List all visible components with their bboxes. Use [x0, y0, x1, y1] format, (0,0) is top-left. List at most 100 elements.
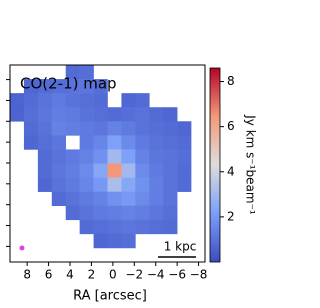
map-cell [23, 93, 39, 108]
map-cell [93, 205, 108, 221]
map-cell [149, 177, 164, 192]
map-cell [121, 191, 136, 207]
map-cell [79, 65, 94, 80]
map-cell [79, 135, 94, 150]
map-cell [65, 107, 80, 122]
map-cell [93, 177, 108, 192]
map-cell [107, 205, 122, 221]
map-cell [135, 149, 150, 164]
map-cell [37, 107, 53, 122]
map-cell [65, 93, 80, 108]
map-cell [163, 163, 178, 178]
map-cell [135, 135, 150, 150]
map-cell [93, 149, 108, 164]
map-cell [37, 135, 53, 150]
map-cell [23, 121, 39, 136]
map-cell [121, 219, 136, 235]
map-cell [107, 149, 122, 164]
x-tick-label: −4 [147, 268, 165, 282]
map-cell [51, 177, 67, 192]
map-cell [51, 121, 67, 136]
map-cell [135, 93, 150, 108]
map-cell [79, 121, 94, 136]
map-cell [37, 149, 53, 164]
map-cell [149, 107, 164, 122]
colorbar-tick-label: 4 [227, 164, 235, 178]
map-cell [135, 191, 150, 207]
map-cell [79, 149, 94, 164]
map-cell [37, 121, 53, 136]
map-cell [135, 163, 150, 178]
map-cell [65, 163, 80, 178]
map-cell [121, 233, 136, 249]
map-cell [121, 135, 136, 150]
map-cell [163, 205, 178, 221]
map-cell [51, 79, 67, 94]
map-cell [51, 135, 67, 150]
map-cell [135, 121, 150, 136]
map-cell [51, 163, 67, 178]
map-cell [121, 107, 136, 122]
map-cell [149, 149, 164, 164]
map-cell [149, 135, 164, 150]
x-tick-label: −8 [190, 268, 208, 282]
map-cell [79, 93, 94, 108]
x-tick-label: 6 [45, 268, 53, 282]
axes-frame [9, 64, 206, 263]
map-cell [93, 219, 108, 235]
map-cell [65, 79, 80, 94]
map-cell [93, 93, 108, 108]
map-cell [79, 205, 94, 221]
map-cell [37, 177, 53, 192]
map-cell [10, 93, 25, 108]
scale-bar-label: 1 kpc [164, 240, 197, 254]
map-cell [51, 93, 67, 108]
map-cell [107, 177, 122, 192]
map-cell [79, 163, 94, 178]
map-cell [23, 107, 39, 122]
map-cell [121, 121, 136, 136]
map-cell [163, 149, 178, 164]
map-cell [107, 191, 122, 207]
map-cell [149, 205, 164, 221]
map-cell [163, 107, 178, 122]
map-cell [65, 149, 80, 164]
map-cell [65, 65, 80, 80]
map-cell [23, 135, 39, 150]
beam [19, 245, 25, 251]
map-cell [51, 149, 67, 164]
map [10, 65, 192, 249]
colorbar-tick-label: 6 [227, 119, 235, 133]
map-cell [149, 121, 164, 136]
map-cell [37, 79, 53, 94]
map-cell [163, 135, 178, 150]
map-cell [51, 191, 67, 207]
map-cell [79, 177, 94, 192]
x-tick-label: 4 [66, 268, 74, 282]
map-cell [121, 149, 136, 164]
map-cell [163, 191, 178, 207]
map-cell [93, 233, 108, 249]
map-cell [65, 191, 80, 207]
map-cell [79, 107, 94, 122]
map-cell [121, 93, 136, 108]
map-cell [65, 205, 80, 221]
colorbar-tick-label: 2 [227, 209, 235, 223]
map-cell [107, 219, 122, 235]
map-cell [121, 205, 136, 221]
map-cell [177, 163, 192, 178]
chart: CO(2-1) map 1 kpc RA [arcsec] Jy km s⁻¹b… [6, 64, 258, 304]
map-cell [79, 79, 94, 94]
map-cell [135, 107, 150, 122]
map-cell [93, 191, 108, 207]
map-cell [107, 233, 122, 249]
map-cell [177, 121, 192, 136]
map-cell [163, 121, 178, 136]
colorbar-label: Jy km s⁻¹beam⁻¹ [244, 114, 258, 215]
x-axis-label: RA [arcsec] [73, 289, 147, 304]
map-cell [93, 135, 108, 150]
map-cell [177, 135, 192, 150]
map-cell [135, 219, 150, 235]
map-cell [163, 177, 178, 192]
map-cell [37, 163, 53, 178]
